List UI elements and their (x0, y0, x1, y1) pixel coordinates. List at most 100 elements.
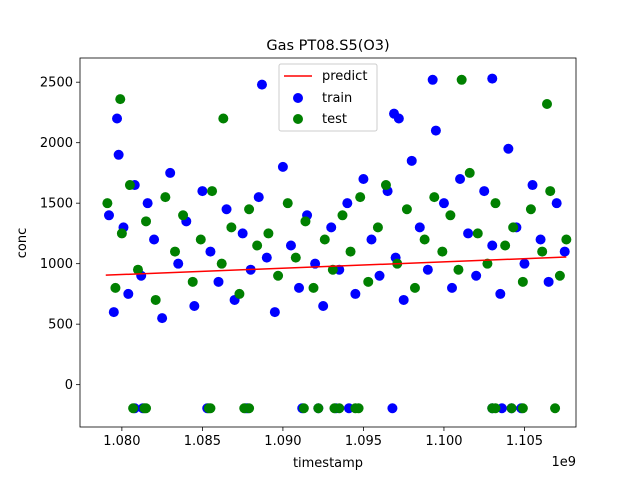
test-point (282, 198, 293, 209)
test-point (506, 403, 517, 414)
train-point (103, 210, 114, 221)
train-point (350, 288, 361, 299)
test-point (290, 252, 301, 263)
legend-train-swatch (293, 93, 303, 103)
test-point (252, 240, 263, 251)
train-point (205, 246, 216, 257)
train-point (519, 258, 530, 269)
test-point (263, 228, 274, 239)
test-point (313, 403, 324, 414)
test-point (437, 246, 448, 257)
train-point (471, 270, 482, 281)
train-point (398, 294, 409, 305)
legend-train-label: train (322, 91, 352, 106)
train-point (527, 180, 538, 191)
test-point (550, 403, 561, 414)
test-point (445, 210, 456, 221)
y-axis-label: conc (15, 228, 30, 259)
train-point (256, 79, 267, 90)
test-point (542, 98, 553, 109)
train-point (414, 222, 425, 233)
test-point (409, 282, 420, 293)
train-point (358, 173, 369, 184)
train-point (427, 74, 438, 85)
train-point (269, 307, 280, 318)
test-point (482, 258, 493, 269)
train-point (277, 161, 288, 172)
test-point (537, 246, 548, 257)
train-point (430, 125, 441, 136)
test-point (102, 198, 113, 209)
train-point (559, 246, 570, 257)
test-point (372, 222, 383, 233)
test-point (216, 258, 227, 269)
train-point (479, 186, 490, 197)
train-point (326, 222, 337, 233)
test-point (150, 294, 161, 305)
plot-frame (79, 57, 577, 428)
train-point (406, 155, 417, 166)
train-point (535, 234, 546, 245)
test-point (490, 198, 501, 209)
test-point (345, 246, 356, 257)
y-tick-label: 0 (65, 378, 73, 393)
test-point (205, 403, 216, 414)
legend: predict train test (278, 63, 378, 132)
test-point (141, 216, 152, 227)
predict-line (105, 256, 567, 276)
y-tick-label: 1000 (40, 257, 73, 272)
test-point (334, 403, 345, 414)
y-tick-label: 2500 (40, 76, 73, 91)
test-point (244, 403, 255, 414)
test-point (110, 282, 121, 293)
test-point (160, 192, 171, 203)
test-point (401, 204, 412, 215)
train-point (261, 252, 272, 263)
train-point (487, 240, 498, 251)
test-point (187, 276, 198, 287)
test-point (128, 403, 139, 414)
train-point (237, 228, 248, 239)
test-point (472, 228, 483, 239)
train-point (543, 276, 554, 287)
test-point (517, 403, 528, 414)
test-point (244, 204, 255, 215)
test-point (456, 74, 467, 85)
train-point (173, 258, 184, 269)
x-tick-label: 1.090 (264, 434, 301, 449)
x-axis: 1.080 1.085 1.090 1.095 1.100 1.105 (103, 427, 543, 449)
train-point (253, 192, 264, 203)
train-point (455, 173, 466, 184)
test-point (116, 228, 127, 239)
train-point (221, 204, 232, 215)
legend-test-label: test (322, 112, 347, 127)
train-point (447, 282, 457, 293)
x-axis-label: timestamp (293, 456, 363, 471)
test-point (355, 192, 366, 203)
train-point (600, 83, 610, 93)
train-point (463, 228, 474, 239)
test-point (300, 216, 311, 227)
test-point (380, 180, 391, 191)
x-tick-label: 1.100 (425, 434, 462, 449)
x-tick-label: 1.105 (506, 434, 543, 449)
y-axis: 0 500 1000 1500 2000 2500 (40, 76, 80, 393)
test-point (429, 192, 440, 203)
test-point (419, 234, 430, 245)
test-point (500, 240, 511, 251)
x-tick-label: 1.080 (103, 434, 140, 449)
train-point (285, 240, 296, 251)
test-point (207, 186, 218, 197)
train-point (387, 403, 398, 414)
test-point (170, 246, 181, 257)
test-point (508, 222, 519, 233)
test-point (490, 403, 501, 414)
legend-test-swatch (293, 114, 303, 124)
train-point (342, 198, 353, 209)
chart-title: Gas PT08.S5(O3) (266, 38, 389, 54)
y-tick-label: 500 (48, 318, 73, 333)
test-point (298, 403, 309, 414)
test-point (363, 276, 374, 287)
train-point (157, 313, 168, 324)
train-point (113, 149, 124, 160)
